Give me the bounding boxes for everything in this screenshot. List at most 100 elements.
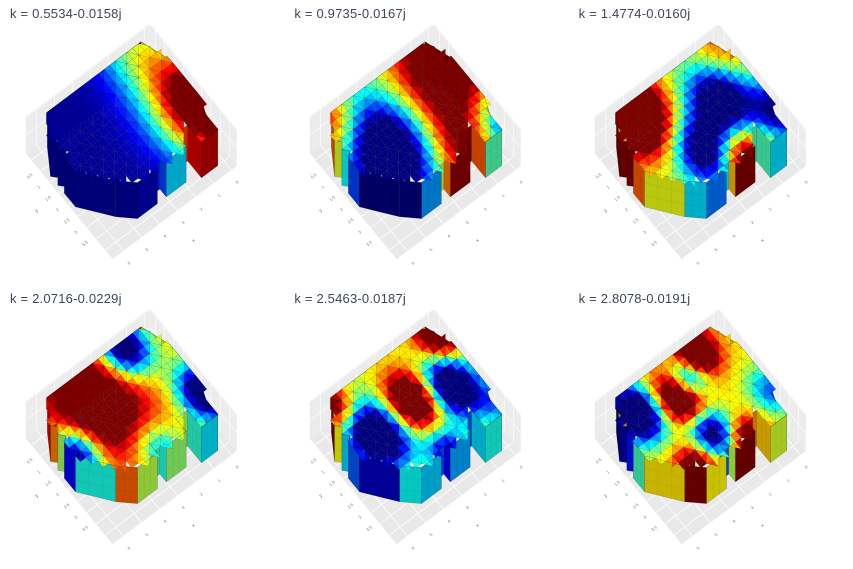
svg-text:2: 2: [339, 491, 345, 497]
svg-text:0.5: 0.5: [594, 456, 602, 464]
svg-text:5: 5: [144, 247, 150, 253]
svg-text:3: 3: [749, 504, 755, 510]
svg-text:0.5: 0.5: [26, 172, 34, 180]
svg-text:3: 3: [642, 513, 648, 519]
svg-text:3.5: 3.5: [650, 524, 658, 532]
svg-text:3: 3: [73, 513, 79, 519]
svg-text:4: 4: [731, 233, 737, 239]
svg-text:0: 0: [235, 464, 241, 470]
svg-text:0: 0: [519, 179, 525, 185]
subplot-4-title: k = 2.0716-0.0229j: [10, 290, 122, 306]
subplot-6: k = 2.8078-0.0191j 0.5 1 1.5 2 2.5 3 3.5 y 0 1 2 3 4…: [569, 285, 853, 569]
svg-text:y: y: [603, 492, 609, 499]
subplot-2: k = 0.9735-0.0167j 0.5 1 1.5 2 2.5 3 3.5 y 0 1 2 3 4…: [284, 0, 568, 285]
svg-text:y: y: [34, 492, 40, 499]
svg-text:x: x: [475, 522, 481, 529]
svg-text:3: 3: [465, 220, 471, 226]
svg-text:6: 6: [126, 260, 132, 266]
svg-text:2: 2: [483, 206, 489, 212]
svg-text:1.5: 1.5: [329, 194, 337, 202]
svg-text:1.5: 1.5: [44, 194, 52, 202]
svg-text:5: 5: [429, 247, 435, 253]
svg-text:1: 1: [605, 184, 611, 190]
svg-text:0: 0: [519, 464, 525, 470]
subplot-5-title: k = 2.5463-0.0187j: [294, 290, 406, 306]
svg-text:0: 0: [803, 464, 809, 470]
svg-text:2: 2: [623, 206, 629, 212]
svg-text:1.5: 1.5: [613, 194, 621, 202]
svg-text:3.5: 3.5: [81, 239, 89, 247]
svg-text:5: 5: [713, 531, 719, 537]
svg-text:2: 2: [339, 206, 345, 212]
svg-text:x: x: [759, 237, 765, 244]
svg-text:1.5: 1.5: [44, 479, 52, 487]
subplot-3-title: k = 1.4774-0.0160j: [578, 6, 691, 21]
svg-text:3.5: 3.5: [366, 524, 374, 532]
svg-text:6: 6: [126, 545, 132, 551]
svg-text:5: 5: [429, 531, 435, 537]
svg-text:2: 2: [483, 491, 489, 497]
svg-text:2: 2: [199, 206, 205, 212]
svg-text:x: x: [759, 522, 765, 529]
svg-text:2: 2: [767, 491, 773, 497]
svg-text:0.5: 0.5: [594, 172, 602, 180]
svg-text:3.5: 3.5: [366, 239, 374, 247]
svg-text:1: 1: [501, 193, 507, 199]
svg-text:6: 6: [695, 260, 701, 266]
svg-text:2.5: 2.5: [63, 217, 71, 225]
svg-text:0: 0: [803, 179, 809, 185]
svg-text:3: 3: [749, 220, 755, 226]
svg-text:2.5: 2.5: [631, 217, 639, 225]
svg-text:4: 4: [162, 518, 168, 524]
svg-text:1: 1: [36, 184, 42, 190]
svg-text:y: y: [603, 208, 609, 215]
svg-text:3: 3: [642, 229, 648, 235]
svg-text:2.5: 2.5: [347, 501, 355, 509]
svg-text:2.5: 2.5: [347, 217, 355, 225]
subplot-3: k = 1.4774-0.0160j 0.5 1 1.5 2 2.5 3 3.5 y 0 1 2 3 4…: [569, 0, 853, 285]
svg-text:x: x: [191, 237, 197, 244]
svg-text:4: 4: [447, 518, 453, 524]
subplot-1: k = 0.5534-0.0158j 0.5 1 1.5 2 2.5 3 3.5 y 0 1 2 3 4…: [0, 0, 284, 285]
svg-text:x: x: [191, 522, 197, 529]
svg-text:1: 1: [36, 468, 42, 474]
svg-text:3: 3: [73, 229, 79, 235]
subplot-5: k = 2.5463-0.0187j 0.5 1 1.5 2 2.5 3 3.5 y 0 1 2 3 4…: [284, 285, 568, 569]
svg-text:2.5: 2.5: [63, 501, 71, 509]
svg-text:4: 4: [447, 233, 453, 239]
subplot-4: k = 2.0716-0.0229j 0.5 1 1.5 2 2.5 3 3.5 y 0 1 2 3 4…: [0, 285, 284, 569]
svg-text:y: y: [34, 208, 40, 215]
svg-text:1: 1: [785, 477, 791, 483]
svg-text:3: 3: [181, 504, 187, 510]
svg-text:6: 6: [411, 545, 417, 551]
svg-text:2: 2: [199, 491, 205, 497]
svg-text:0: 0: [235, 179, 241, 185]
svg-text:2: 2: [55, 206, 61, 212]
svg-text:2.5: 2.5: [631, 501, 639, 509]
svg-text:5: 5: [713, 247, 719, 253]
svg-text:6: 6: [695, 545, 701, 551]
svg-text:y: y: [318, 492, 324, 499]
svg-text:3.5: 3.5: [650, 239, 658, 247]
svg-text:4: 4: [731, 518, 737, 524]
svg-text:3.5: 3.5: [81, 524, 89, 532]
svg-text:0.5: 0.5: [310, 456, 318, 464]
svg-text:2: 2: [623, 491, 629, 497]
subplot-6-title: k = 2.8078-0.0191j: [578, 290, 691, 306]
svg-text:1: 1: [501, 477, 507, 483]
svg-text:x: x: [475, 237, 481, 244]
svg-text:1: 1: [605, 468, 611, 474]
svg-text:1.5: 1.5: [329, 479, 337, 487]
svg-text:3: 3: [181, 220, 187, 226]
svg-text:2: 2: [767, 206, 773, 212]
svg-text:5: 5: [144, 531, 150, 537]
svg-text:1: 1: [321, 468, 327, 474]
svg-text:1: 1: [321, 184, 327, 190]
svg-text:4: 4: [162, 233, 168, 239]
